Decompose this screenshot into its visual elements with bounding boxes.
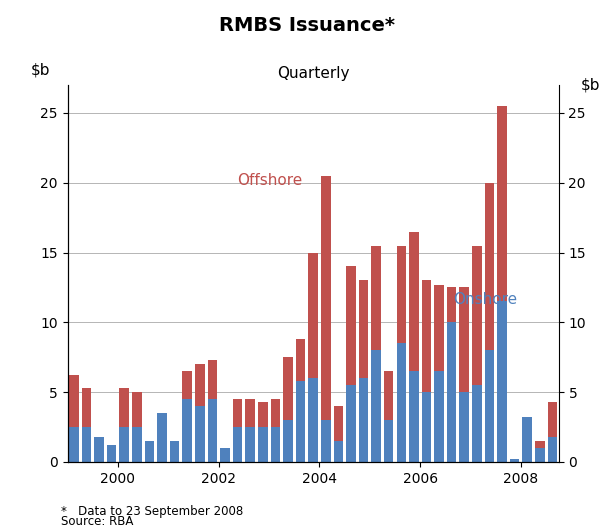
Bar	[233, 399, 243, 427]
Bar	[346, 267, 356, 385]
Bar	[107, 445, 117, 462]
Bar	[132, 392, 142, 427]
Bar	[182, 371, 192, 399]
Bar	[246, 427, 255, 462]
Bar	[472, 245, 481, 385]
Bar	[397, 245, 406, 343]
Bar	[459, 287, 469, 392]
Bar	[409, 232, 419, 371]
Bar	[447, 287, 456, 322]
Bar	[233, 427, 243, 462]
Bar	[434, 371, 444, 462]
Bar	[359, 280, 368, 378]
Bar	[208, 399, 217, 462]
Bar	[94, 437, 104, 462]
Bar	[484, 183, 494, 350]
Bar	[346, 385, 356, 462]
Bar	[271, 399, 280, 427]
Bar	[246, 399, 255, 427]
Y-axis label: $b: $b	[581, 78, 600, 92]
Text: *   Data to 23 September 2008: * Data to 23 September 2008	[61, 505, 244, 518]
Bar	[459, 392, 469, 462]
Bar	[523, 417, 532, 462]
Bar	[321, 176, 330, 420]
Bar	[333, 406, 343, 441]
Text: Offshore: Offshore	[237, 173, 302, 188]
Y-axis label: $b: $b	[31, 63, 50, 78]
Bar	[195, 364, 204, 406]
Bar	[82, 388, 91, 427]
Text: Onshore: Onshore	[453, 292, 517, 306]
Bar	[120, 388, 129, 427]
Bar	[258, 427, 268, 462]
Bar	[195, 406, 204, 462]
Bar	[120, 427, 129, 462]
Bar	[484, 350, 494, 462]
Bar	[208, 360, 217, 399]
Bar	[333, 441, 343, 462]
Title: Quarterly: Quarterly	[277, 66, 349, 81]
Bar	[271, 427, 280, 462]
Bar	[472, 385, 481, 462]
Bar	[308, 378, 318, 462]
Bar	[69, 427, 79, 462]
Bar	[296, 381, 305, 462]
Bar	[422, 392, 431, 462]
Bar	[69, 375, 79, 427]
Bar	[283, 357, 293, 420]
Bar	[422, 280, 431, 392]
Bar	[283, 420, 293, 462]
Bar	[182, 399, 192, 462]
Bar	[497, 106, 507, 302]
Bar	[359, 378, 368, 462]
Bar	[535, 448, 545, 462]
Bar	[145, 441, 154, 462]
Bar	[371, 350, 381, 462]
Bar	[384, 420, 394, 462]
Bar	[308, 253, 318, 378]
Bar	[296, 339, 305, 381]
Bar	[220, 448, 230, 462]
Text: RMBS Issuance*: RMBS Issuance*	[219, 16, 395, 35]
Bar	[132, 427, 142, 462]
Bar	[447, 322, 456, 462]
Bar	[434, 285, 444, 371]
Bar	[321, 420, 330, 462]
Bar	[384, 371, 394, 420]
Bar	[397, 343, 406, 462]
Bar	[258, 402, 268, 427]
Bar	[510, 459, 519, 462]
Bar	[548, 437, 558, 462]
Text: Source: RBA: Source: RBA	[61, 516, 134, 528]
Bar	[409, 371, 419, 462]
Bar	[548, 402, 558, 437]
Bar	[82, 427, 91, 462]
Bar	[157, 413, 167, 462]
Bar	[371, 245, 381, 350]
Bar	[170, 441, 179, 462]
Bar	[497, 302, 507, 462]
Bar	[535, 441, 545, 448]
